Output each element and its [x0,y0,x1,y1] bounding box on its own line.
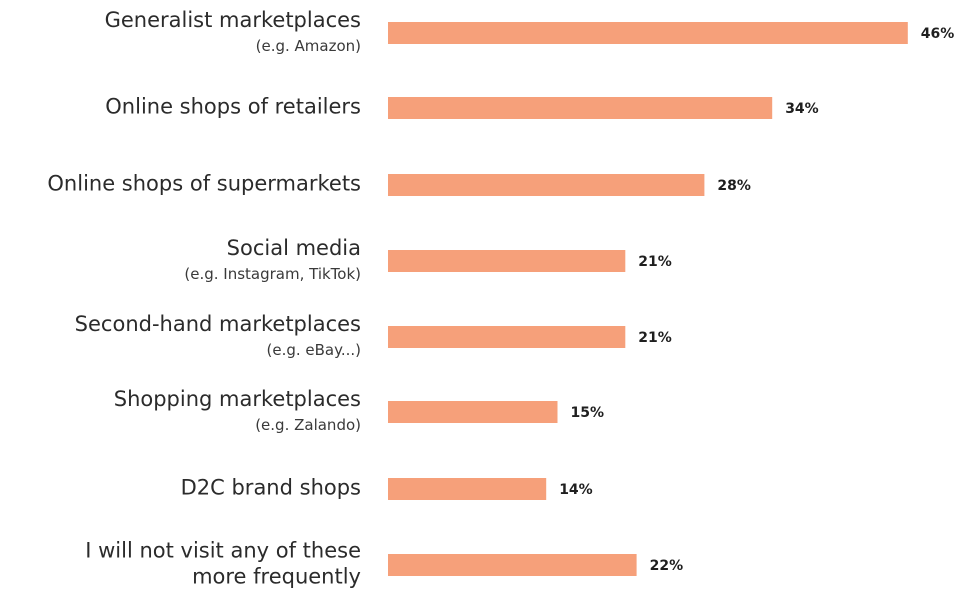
value-label: 21% [638,330,672,346]
category-label: Online shops of retailers [105,95,361,119]
value-label: 22% [650,558,684,574]
category-labels: Generalist marketplaces (e.g. Amazon) Onli… [47,8,361,589]
bar-i-will-not-visit-any-of-these [388,554,637,576]
value-label: 28% [717,178,751,194]
value-label: 14% [559,482,593,498]
value-label: 46% [921,26,955,42]
category-label: Shopping marketplaces [114,387,361,411]
category-label: I will not visit any of these [85,539,361,563]
bars [388,22,908,576]
bar-online-shops-of-retailers [388,97,772,119]
category-sublabel: (e.g. Instagram, TikTok) [184,265,361,283]
category-label: Generalist marketplaces [105,8,361,32]
category-label: Social media [227,236,361,260]
category-label: Second-hand marketplaces [75,312,361,336]
bar-social-media [388,250,625,272]
category-label: more frequently [192,565,361,589]
value-label: 34% [785,101,819,117]
bar-generalist-marketplaces [388,22,908,44]
bar-online-shops-of-supermarkets [388,174,704,196]
bar-second-hand-marketplaces [388,326,625,348]
bar-shopping-marketplaces [388,401,558,423]
category-sublabel: (e.g. Amazon) [256,37,361,55]
value-label: 21% [638,254,672,270]
category-sublabel: (e.g. eBay...) [266,341,361,359]
category-label: Online shops of supermarkets [47,172,361,196]
category-label: D2C brand shops [181,476,361,500]
category-sublabel: (e.g. Zalando) [255,416,361,434]
bar-d2c-brand-shops [388,478,546,500]
value-label: 15% [571,405,605,421]
